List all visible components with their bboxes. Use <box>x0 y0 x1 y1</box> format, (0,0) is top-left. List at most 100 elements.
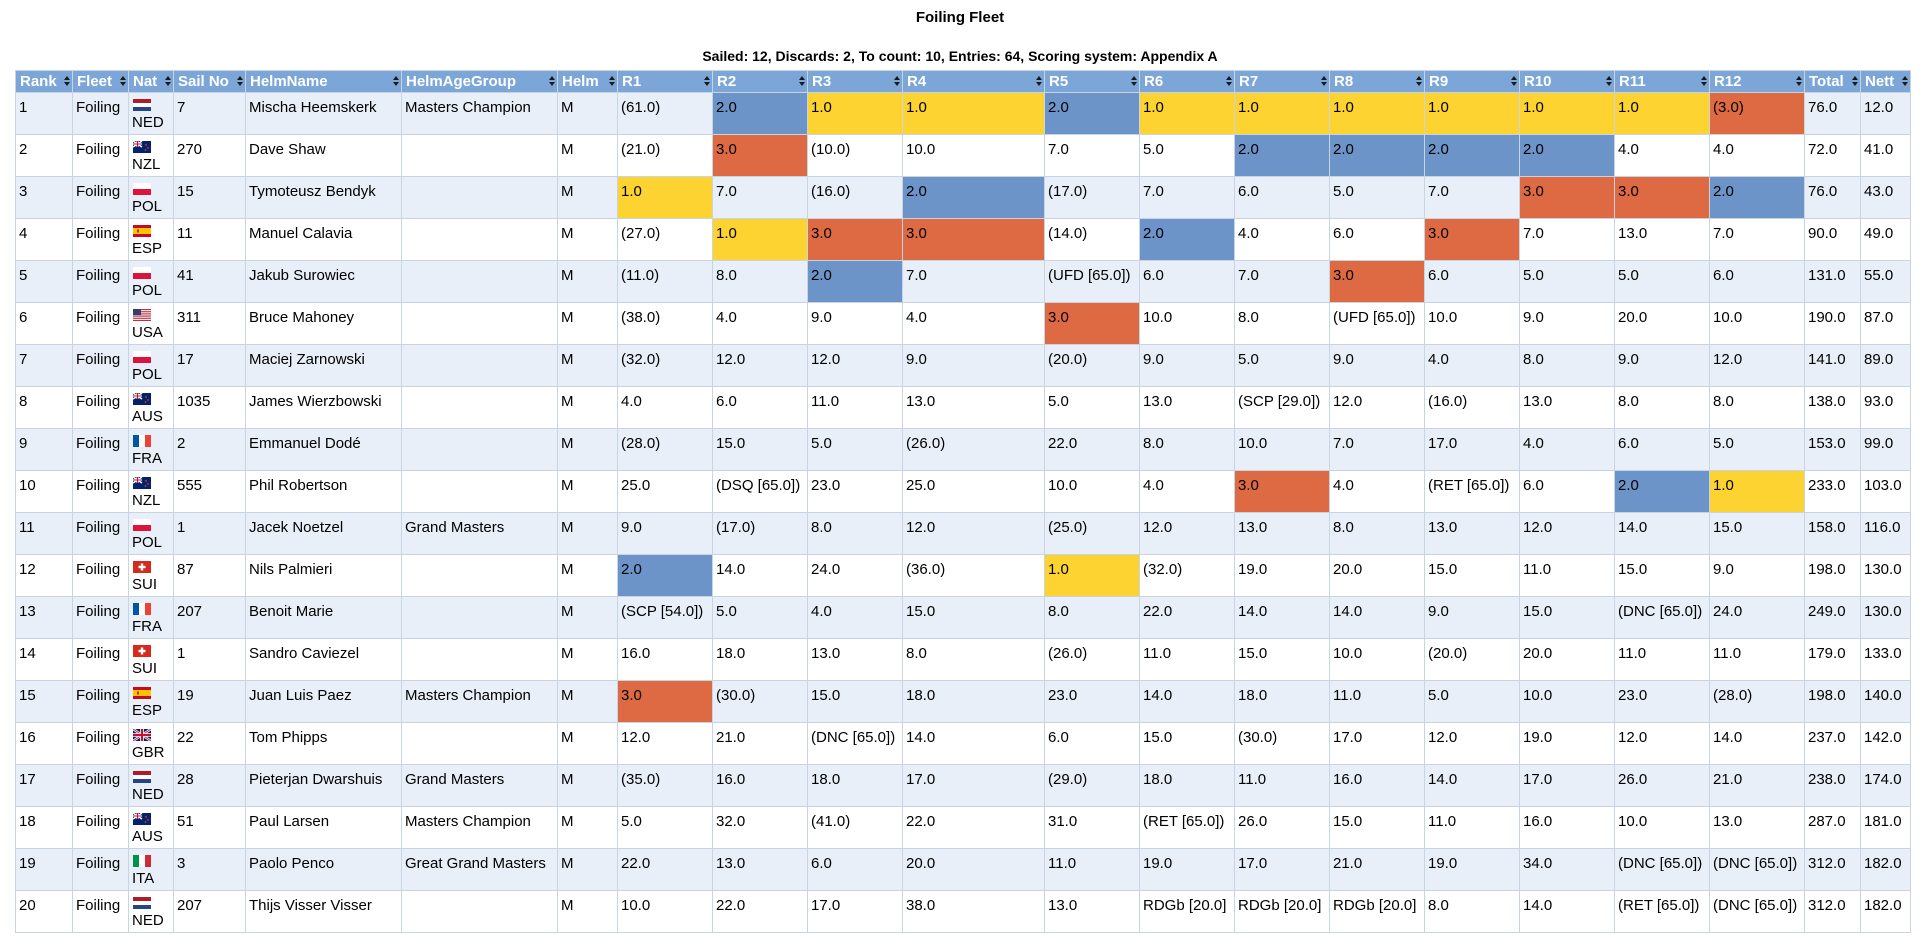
total-cell: 312.0 <box>1804 848 1861 891</box>
race-score-r8: 5.0 <box>1329 176 1425 219</box>
race-score-r8: 17.0 <box>1329 722 1425 765</box>
helm-cell: M <box>557 260 618 303</box>
column-header-r9[interactable]: R9 <box>1424 70 1520 93</box>
sort-arrows-icon[interactable] <box>1511 76 1517 88</box>
column-header-fleet[interactable]: Fleet <box>72 70 129 93</box>
rank-cell: 15 <box>15 680 73 723</box>
sort-arrows-icon[interactable] <box>1606 76 1612 88</box>
sort-arrows-icon[interactable] <box>609 76 615 88</box>
helm-age-group-cell: Great Grand Masters <box>401 848 558 891</box>
column-header-nat[interactable]: Nat <box>128 70 174 93</box>
column-header-r3[interactable]: R3 <box>807 70 903 93</box>
table-row: 15 Foiling ESP 19 Juan Luis Paez Masters Cham… <box>15 680 1911 723</box>
column-header-label: Sail No <box>178 73 229 90</box>
sort-arrows-icon[interactable] <box>1416 76 1422 88</box>
race-score-r6: RDGb [20.0] <box>1139 890 1235 933</box>
column-header-r11[interactable]: R11 <box>1614 70 1710 93</box>
table-row: 17 Foiling NED 28 Pieterjan Dwarshuis Grand M… <box>15 764 1911 807</box>
helm-age-group-cell: Masters Champion <box>401 680 558 723</box>
race-score-r9: 9.0 <box>1424 596 1520 639</box>
nationality-code: NZL <box>132 492 161 509</box>
rank-cell: 6 <box>15 302 73 345</box>
nationality-cell: USA <box>128 302 174 345</box>
sort-arrows-icon[interactable] <box>1036 76 1042 88</box>
nationality-cell: ITA <box>128 848 174 891</box>
race-score-r9: 13.0 <box>1424 512 1520 555</box>
column-header-r1[interactable]: R1 <box>617 70 713 93</box>
column-header-helmname[interactable]: HelmName <box>245 70 402 93</box>
helm-cell: M <box>557 134 618 177</box>
column-header-total[interactable]: Total <box>1804 70 1861 93</box>
race-score-r4: 3.0 <box>902 218 1045 261</box>
race-score-r9: 14.0 <box>1424 764 1520 807</box>
column-header-r8[interactable]: R8 <box>1329 70 1425 93</box>
nationality-cell: FRA <box>128 596 174 639</box>
column-header-r4[interactable]: R4 <box>902 70 1045 93</box>
race-score-r2: (17.0) <box>712 512 808 555</box>
helm-name-cell: Mischa Heemskerk <box>245 92 402 135</box>
race-score-r7: 10.0 <box>1234 428 1330 471</box>
flag-poland-icon <box>133 182 153 196</box>
column-header-r10[interactable]: R10 <box>1519 70 1615 93</box>
sort-arrows-icon[interactable] <box>393 76 399 88</box>
column-header-helm[interactable]: Helm <box>557 70 618 93</box>
sort-arrows-icon[interactable] <box>1902 76 1908 88</box>
column-header-r2[interactable]: R2 <box>712 70 808 93</box>
nett-cell: 116.0 <box>1860 512 1911 555</box>
sort-arrows-icon[interactable] <box>799 76 805 88</box>
sort-arrows-icon[interactable] <box>1796 76 1802 88</box>
column-header-r7[interactable]: R7 <box>1234 70 1330 93</box>
race-score-r8: 1.0 <box>1329 92 1425 135</box>
race-score-r8: 20.0 <box>1329 554 1425 597</box>
race-score-r2: (30.0) <box>712 680 808 723</box>
sail-number-cell: 17 <box>173 344 246 387</box>
race-score-r4: 9.0 <box>902 344 1045 387</box>
helm-name-cell: Juan Luis Paez <box>245 680 402 723</box>
sort-arrows-icon[interactable] <box>1321 76 1327 88</box>
sort-arrows-icon[interactable] <box>704 76 710 88</box>
sort-arrows-icon[interactable] <box>64 76 70 88</box>
sort-arrows-icon[interactable] <box>1131 76 1137 88</box>
nationality-code: NED <box>132 786 164 803</box>
sort-arrows-icon[interactable] <box>237 76 243 88</box>
race-score-r8: 10.0 <box>1329 638 1425 681</box>
race-score-r10: 7.0 <box>1519 218 1615 261</box>
sort-arrows-icon[interactable] <box>1226 76 1232 88</box>
sort-arrows-icon[interactable] <box>1701 76 1707 88</box>
sort-arrows-icon[interactable] <box>1852 76 1858 88</box>
nationality-code: NZL <box>132 156 161 173</box>
race-score-r6: (32.0) <box>1139 554 1235 597</box>
race-score-r3: 24.0 <box>807 554 903 597</box>
column-header-nett[interactable]: Nett <box>1860 70 1911 93</box>
helm-cell: M <box>557 470 618 513</box>
sort-arrows-icon[interactable] <box>549 76 555 88</box>
column-header-r12[interactable]: R12 <box>1709 70 1805 93</box>
sort-arrows-icon[interactable] <box>120 76 126 88</box>
race-score-r11: 26.0 <box>1614 764 1710 807</box>
rank-cell: 5 <box>15 260 73 303</box>
race-score-r10: 15.0 <box>1519 596 1615 639</box>
total-cell: 233.0 <box>1804 470 1861 513</box>
nationality-cell: NED <box>128 890 174 933</box>
race-score-r8: 15.0 <box>1329 806 1425 849</box>
race-score-r8: 21.0 <box>1329 848 1425 891</box>
race-score-r12: 9.0 <box>1709 554 1805 597</box>
race-score-r1: (SCP [54.0]) <box>617 596 713 639</box>
sort-arrows-icon[interactable] <box>894 76 900 88</box>
fleet-cell: Foiling <box>72 92 129 135</box>
race-score-r11: 6.0 <box>1614 428 1710 471</box>
race-score-r1: (38.0) <box>617 302 713 345</box>
column-header-sail-no[interactable]: Sail No <box>173 70 246 93</box>
helm-cell: M <box>557 554 618 597</box>
race-score-r1: 16.0 <box>617 638 713 681</box>
column-header-helmagegroup[interactable]: HelmAgeGroup <box>401 70 558 93</box>
column-header-rank[interactable]: Rank <box>15 70 73 93</box>
sail-number-cell: 555 <box>173 470 246 513</box>
sort-arrows-icon[interactable] <box>165 76 171 88</box>
column-header-r5[interactable]: R5 <box>1044 70 1140 93</box>
race-score-r8: 16.0 <box>1329 764 1425 807</box>
column-header-label: R4 <box>907 73 927 90</box>
nationality-code: SUI <box>132 576 158 593</box>
race-score-r1: 1.0 <box>617 176 713 219</box>
column-header-r6[interactable]: R6 <box>1139 70 1235 93</box>
